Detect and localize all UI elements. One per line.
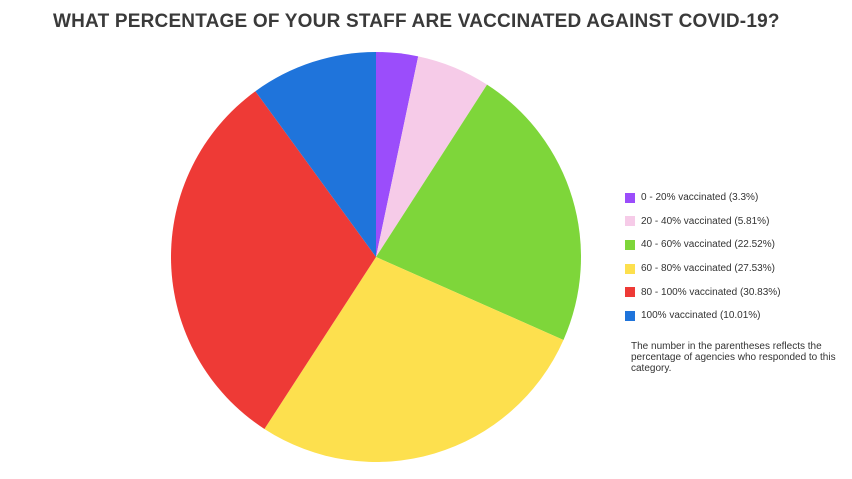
legend-item: 100% vaccinated (10.01%): [625, 304, 845, 328]
pie-slice: [376, 52, 419, 257]
pie-slices: [171, 52, 582, 462]
chart-legend: 0 - 20% vaccinated (3.3%) 20 - 40% vacci…: [625, 186, 845, 328]
legend-swatch: [625, 263, 635, 274]
legend-swatch: [625, 216, 635, 227]
legend-swatch: [625, 310, 635, 321]
legend-swatch: [625, 192, 635, 203]
pie-slice: [264, 257, 564, 462]
legend-swatch: [625, 287, 635, 298]
pie-slice: [171, 91, 376, 429]
pie-slice: [376, 84, 582, 340]
legend-label: 40 - 60% vaccinated (22.52%): [641, 239, 775, 251]
legend-swatch: [625, 239, 635, 250]
legend-label: 100% vaccinated (10.01%): [641, 310, 761, 322]
legend-label: 60 - 80% vaccinated (27.53%): [641, 263, 775, 275]
pie-slice: [255, 52, 376, 257]
legend-label: 80 - 100% vaccinated (30.83%): [641, 286, 781, 298]
chart-title: WHAT PERCENTAGE OF YOUR STAFF ARE VACCIN…: [53, 11, 780, 32]
legend-item: 40 - 60% vaccinated (22.52%): [625, 233, 845, 257]
legend-item: 0 - 20% vaccinated (3.3%): [625, 186, 845, 210]
legend-label: 0 - 20% vaccinated (3.3%): [641, 192, 759, 204]
legend-item: 20 - 40% vaccinated (5.81%): [625, 210, 845, 234]
legend-item: 60 - 80% vaccinated (27.53%): [625, 257, 845, 281]
legend-item: 80 - 100% vaccinated (30.83%): [625, 280, 845, 304]
pie-slice: [376, 56, 488, 257]
legend-label: 20 - 40% vaccinated (5.81%): [641, 215, 770, 227]
chart-note: The number in the parentheses reflects t…: [631, 341, 836, 374]
